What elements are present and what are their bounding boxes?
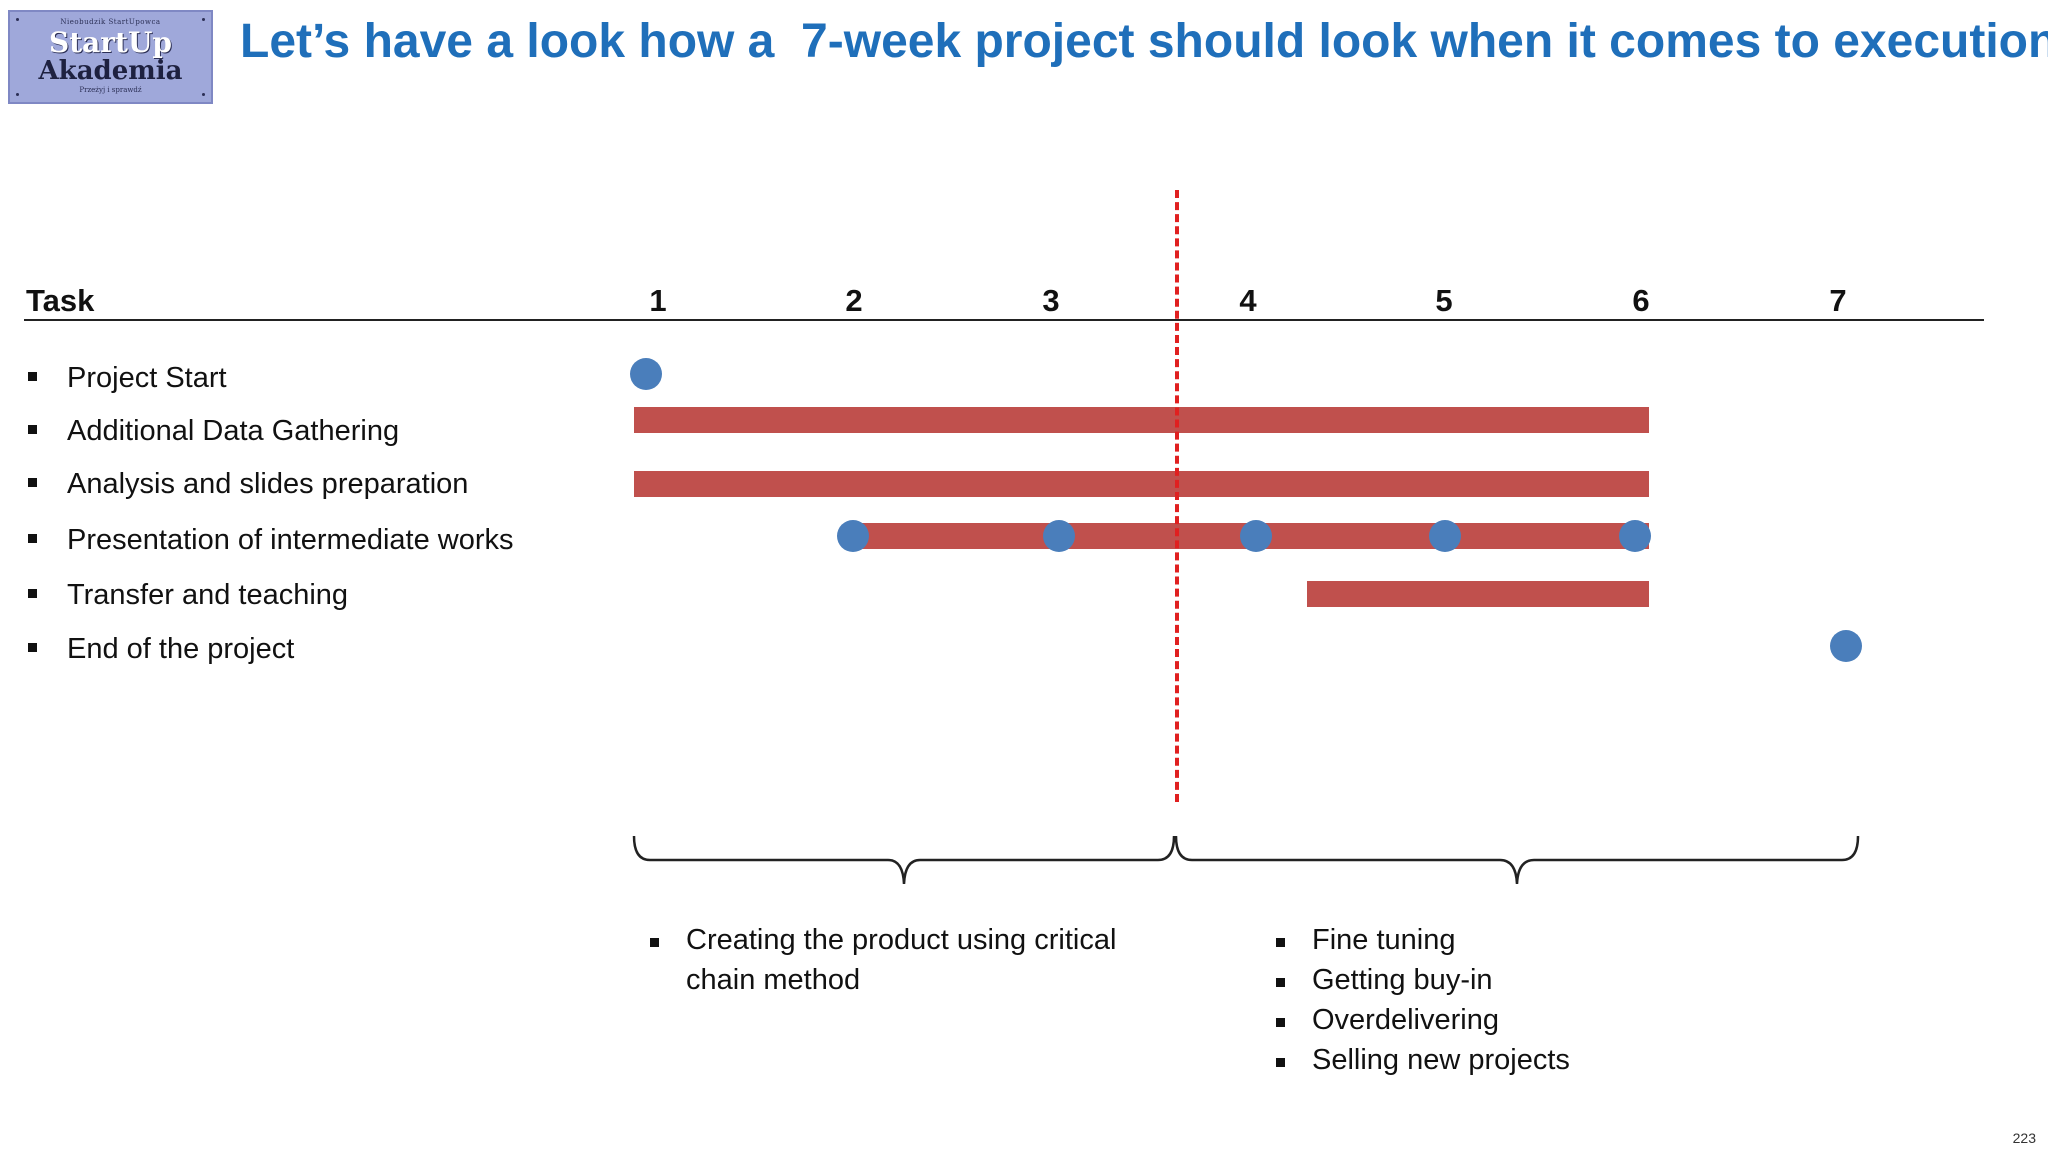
bullet-icon [28, 371, 37, 381]
milestone-marker [1428, 520, 1461, 552]
current-week-line [1175, 190, 1180, 802]
bullet-icon [1276, 978, 1285, 987]
milestone-marker [1239, 520, 1272, 552]
week-header-3: 3 [1042, 283, 1060, 318]
logo-bottom-text: Przeżyj i sprawdź [79, 86, 142, 94]
logo-line1: StartUp [49, 26, 172, 59]
bullet-icon [1276, 1018, 1285, 1027]
week-header-5: 5 [1435, 283, 1453, 318]
week-header-7: 7 [1829, 283, 1847, 318]
task-label: End of the project [67, 633, 295, 665]
milestone-marker [1829, 630, 1862, 662]
milestone-marker [836, 520, 869, 552]
list-item: Creating the product using critical chai… [650, 920, 1170, 1000]
milestone-marker [1619, 520, 1652, 552]
list-item: Overdelivering [1276, 1000, 1776, 1040]
task-row: Project Start [28, 358, 227, 398]
task-column-header: Task [26, 283, 95, 318]
bullet-icon [28, 477, 37, 487]
logo-line2: Akademia [38, 56, 183, 86]
task-row: Transfer and teaching [28, 575, 348, 615]
page-number: 223 [2012, 1130, 2036, 1146]
list-item: Getting buy-in [1276, 960, 1776, 1000]
milestone-marker [1043, 520, 1076, 552]
logo-top-text: Nieobudzik StartUpowca [60, 18, 161, 26]
milestone-marker [630, 358, 663, 390]
phase-2-notes: Fine tuning Getting buy-in Overdeliverin… [1276, 920, 1776, 1080]
week-header-4: 4 [1239, 283, 1257, 318]
list-item: Fine tuning [1276, 920, 1776, 960]
bullet-icon [28, 533, 37, 543]
task-label: Project Start [67, 362, 227, 394]
phase-1-notes: Creating the product using critical chai… [650, 920, 1170, 1000]
phase-brace-1 [632, 835, 1176, 885]
bullet-icon [1276, 1058, 1285, 1067]
logo: Nieobudzik StartUpowca StartUp Akademia … [8, 10, 213, 104]
task-row: End of the project [28, 629, 294, 669]
gantt-bar [1307, 581, 1650, 607]
task-label: Transfer and teaching [67, 579, 349, 611]
list-item: Selling new projects [1276, 1040, 1776, 1080]
bullet-icon [1276, 938, 1285, 947]
task-label: Analysis and slides preparation [67, 468, 469, 500]
bullet-icon [28, 424, 37, 434]
phase-brace-2 [1174, 835, 1860, 885]
task-label: Presentation of intermediate works [67, 524, 514, 556]
week-header-1: 1 [649, 283, 667, 318]
bullet-icon [650, 938, 659, 947]
task-row: Analysis and slides preparation [28, 464, 468, 504]
header-divider [24, 319, 1984, 321]
page-title: Let’s have a look how a 7-week project s… [240, 15, 2048, 68]
bullet-icon [28, 642, 37, 652]
week-header-2: 2 [845, 283, 863, 318]
bullet-icon [28, 588, 37, 598]
task-label: Additional Data Gathering [67, 415, 400, 447]
gantt-bar [634, 407, 1650, 433]
gantt-bar [634, 471, 1650, 497]
week-header-6: 6 [1632, 283, 1650, 318]
task-row: Additional Data Gathering [28, 411, 399, 451]
task-row: Presentation of intermediate works [28, 520, 514, 560]
